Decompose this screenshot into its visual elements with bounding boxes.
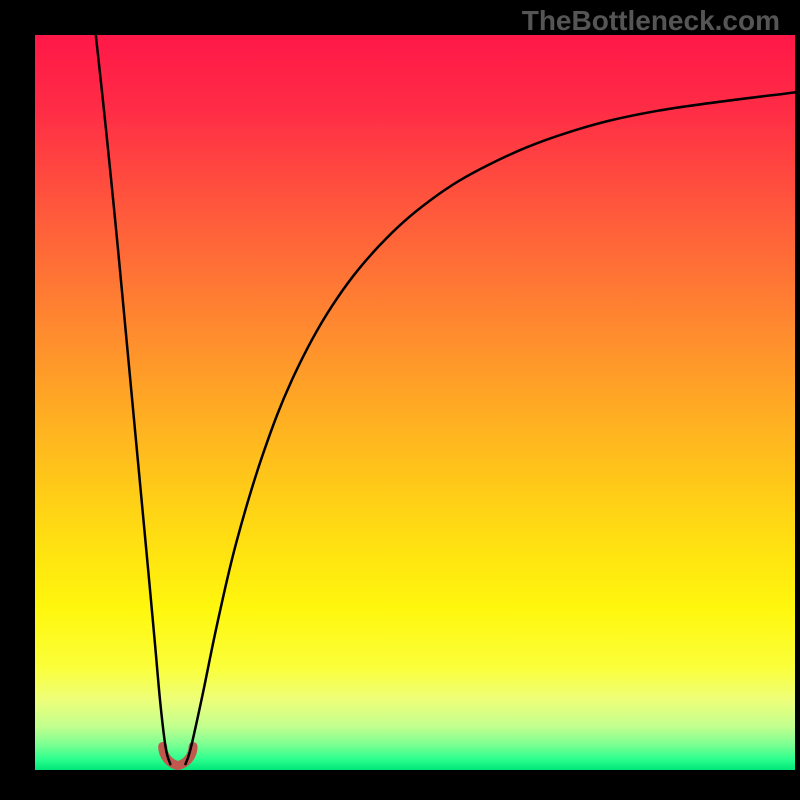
bottleneck-chart: TheBottleneck.com [0,0,800,800]
plot-background [35,35,795,770]
watermark-text: TheBottleneck.com [522,5,780,36]
